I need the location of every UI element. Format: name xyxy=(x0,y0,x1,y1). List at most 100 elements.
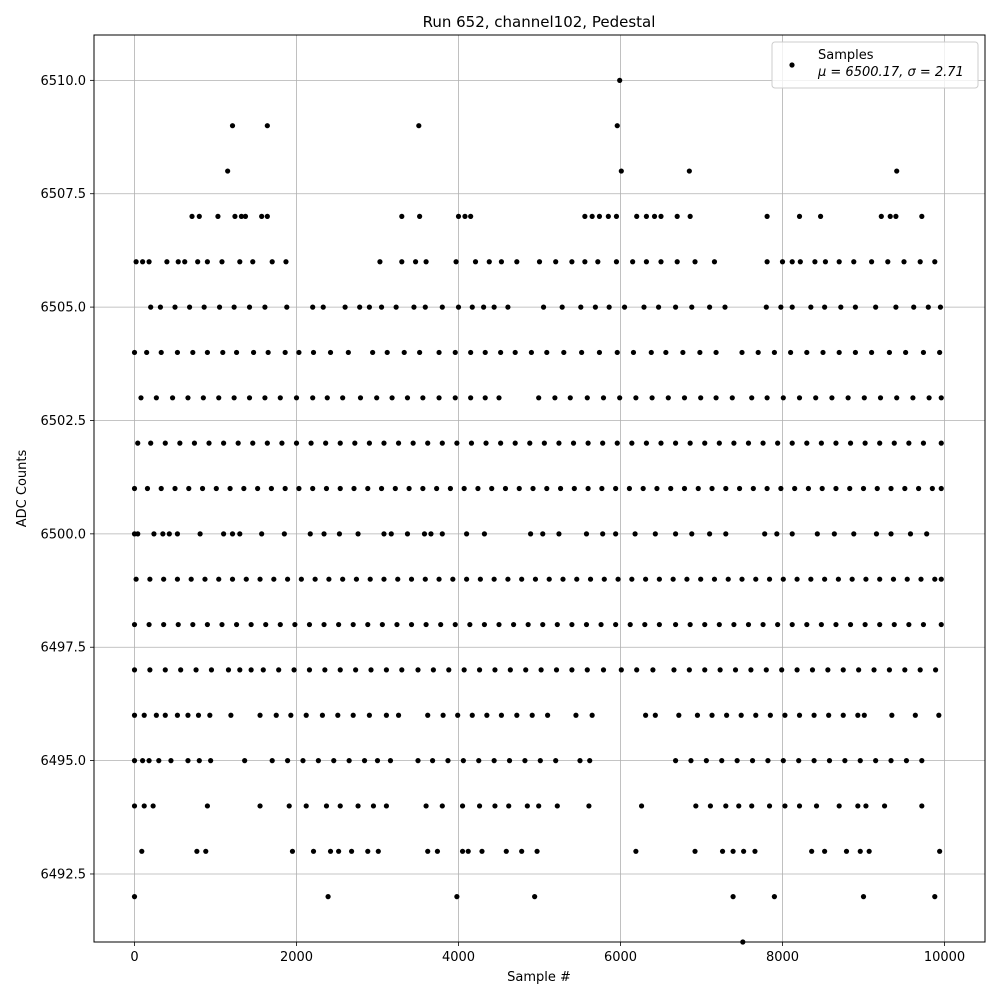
data-point xyxy=(353,576,360,582)
data-point xyxy=(166,531,172,537)
data-point xyxy=(877,576,883,582)
data-point xyxy=(613,485,619,492)
data-point xyxy=(938,440,944,446)
data-point xyxy=(561,349,567,356)
data-point xyxy=(835,576,841,582)
data-point xyxy=(479,848,485,854)
data-point xyxy=(811,758,817,764)
data-point xyxy=(153,395,159,401)
data-point xyxy=(455,712,461,718)
data-point xyxy=(322,667,328,673)
data-point xyxy=(627,621,633,628)
data-point xyxy=(425,712,431,718)
data-point xyxy=(932,576,938,582)
data-point xyxy=(540,531,546,537)
data-point xyxy=(467,621,473,628)
data-point xyxy=(284,576,291,582)
data-point xyxy=(381,576,387,582)
data-point xyxy=(195,259,201,265)
data-point xyxy=(873,531,880,537)
data-point xyxy=(188,576,194,582)
data-point xyxy=(789,531,795,537)
data-point xyxy=(862,440,868,446)
data-point xyxy=(889,712,895,718)
data-point xyxy=(203,848,209,854)
data-point xyxy=(812,259,818,265)
data-point xyxy=(866,848,872,854)
data-point xyxy=(553,667,560,673)
data-point xyxy=(739,576,745,582)
data-point xyxy=(707,531,713,537)
data-point xyxy=(569,667,575,673)
data-point xyxy=(282,349,288,356)
data-point xyxy=(885,259,891,265)
data-point xyxy=(415,758,421,764)
data-point xyxy=(140,259,146,265)
data-point xyxy=(804,621,810,628)
data-point xyxy=(546,576,552,582)
data-point xyxy=(752,848,758,854)
data-point xyxy=(734,758,740,764)
data-point xyxy=(204,621,210,628)
data-point xyxy=(289,848,296,854)
data-point xyxy=(613,259,620,265)
data-point xyxy=(672,304,679,310)
data-point xyxy=(202,576,208,582)
data-point xyxy=(689,531,695,537)
data-point xyxy=(719,848,726,854)
data-point xyxy=(920,621,927,628)
data-point xyxy=(296,349,302,356)
data-point xyxy=(284,304,290,310)
data-point xyxy=(874,485,880,492)
data-point xyxy=(530,485,536,492)
data-point xyxy=(512,349,518,356)
data-point xyxy=(822,259,829,265)
data-point xyxy=(745,621,752,628)
data-point xyxy=(307,531,313,537)
data-point xyxy=(506,758,513,764)
data-point xyxy=(689,304,695,310)
data-point xyxy=(379,621,385,628)
data-point xyxy=(698,395,704,401)
data-point xyxy=(174,531,181,537)
data-point xyxy=(394,621,400,628)
data-points xyxy=(131,77,944,945)
data-point xyxy=(903,758,910,764)
data-point xyxy=(764,395,770,401)
data-point xyxy=(794,576,800,582)
data-point xyxy=(863,576,869,582)
data-point xyxy=(847,440,854,446)
data-point xyxy=(131,758,138,764)
data-point xyxy=(891,440,897,446)
data-point xyxy=(605,213,611,219)
data-point xyxy=(147,667,153,673)
data-point xyxy=(617,395,623,401)
data-point xyxy=(716,440,722,446)
data-point xyxy=(175,621,181,628)
data-point xyxy=(585,485,591,492)
x-axis-title: Sample # xyxy=(507,970,571,985)
data-point xyxy=(554,803,560,809)
data-point xyxy=(730,894,736,900)
data-point xyxy=(684,576,690,582)
data-point xyxy=(888,531,894,537)
data-point xyxy=(672,531,679,537)
data-point xyxy=(729,395,735,401)
data-point xyxy=(381,531,387,537)
data-point xyxy=(178,667,184,673)
data-point xyxy=(190,621,196,628)
data-point xyxy=(808,304,814,310)
data-point xyxy=(423,259,429,265)
legend-label: Samples xyxy=(818,48,874,63)
data-point xyxy=(829,395,835,401)
data-point xyxy=(559,304,565,310)
data-point xyxy=(232,213,238,219)
data-point xyxy=(216,395,222,401)
data-point xyxy=(723,485,729,492)
data-point xyxy=(227,485,233,492)
data-point xyxy=(208,667,215,673)
data-point xyxy=(600,531,606,537)
data-point xyxy=(925,304,931,310)
y-tick-label: 6507.5 xyxy=(41,187,87,202)
